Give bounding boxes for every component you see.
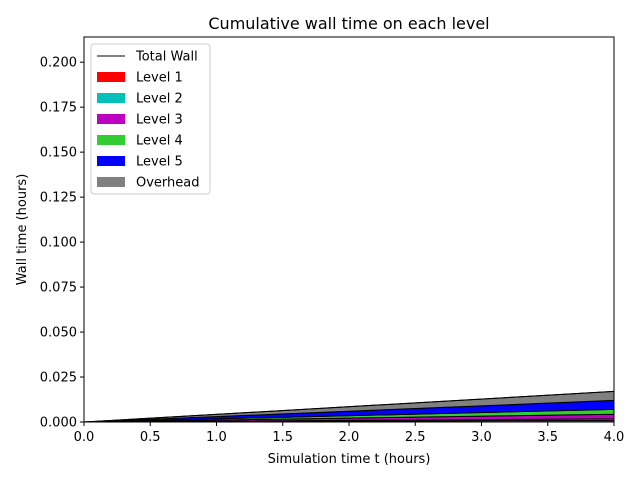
legend-label-overhead: Overhead bbox=[136, 176, 200, 191]
x-tick-label: 2.0 bbox=[339, 430, 360, 445]
legend-swatch-level-2 bbox=[97, 93, 125, 103]
x-tick-label: 3.5 bbox=[537, 430, 558, 445]
legend-swatch-overhead bbox=[97, 177, 125, 187]
legend-swatch-level-5 bbox=[97, 156, 125, 166]
x-tick-label: 2.5 bbox=[405, 430, 426, 445]
x-tick-label: 1.0 bbox=[206, 430, 227, 445]
legend-label-level-5: Level 5 bbox=[136, 155, 183, 170]
x-tick-label: 1.5 bbox=[272, 430, 293, 445]
y-tick-label: 0.175 bbox=[40, 101, 77, 116]
y-tick-label: 0.025 bbox=[40, 371, 77, 386]
legend-swatch-level-4 bbox=[97, 135, 125, 145]
legend-swatch-level-1 bbox=[97, 72, 125, 82]
legend-label-level-4: Level 4 bbox=[136, 134, 183, 149]
y-tick-label: 0.200 bbox=[40, 56, 77, 71]
y-tick-label: 0.050 bbox=[40, 326, 77, 341]
legend-label-total-wall: Total Wall bbox=[135, 50, 198, 65]
line-total-wall bbox=[83, 390, 615, 423]
y-axis: 0.000 0.025 0.050 0.075 0.100 0.125 0.150 0.175… bbox=[40, 56, 84, 431]
x-axis: 0.0 0.5 1.0 1.5 2.0 2.5 3.0 3.5 4.0 bbox=[74, 422, 625, 445]
legend-label-level-1: Level 1 bbox=[136, 71, 183, 86]
legend-label-level-2: Level 2 bbox=[136, 92, 183, 107]
legend-swatch-level-3 bbox=[97, 114, 125, 124]
legend-label-level-3: Level 3 bbox=[136, 113, 183, 128]
x-tick-label: 3.0 bbox=[471, 430, 492, 445]
y-tick-label: 0.000 bbox=[40, 416, 77, 431]
y-axis-label: Wall time (hours) bbox=[15, 174, 30, 286]
legend: Total Wall Level 1 Level 2 Level 3 Level 4 Le… bbox=[90, 43, 211, 195]
y-tick-label: 0.100 bbox=[40, 236, 77, 251]
total-line-group bbox=[83, 390, 615, 423]
x-tick-label: 4.0 bbox=[604, 430, 625, 445]
chart-title: Cumulative wall time on each level bbox=[208, 14, 489, 33]
x-tick-label: 0.5 bbox=[140, 430, 161, 445]
x-tick-label: 0.0 bbox=[74, 430, 95, 445]
y-tick-label: 0.125 bbox=[40, 191, 77, 206]
y-tick-label: 0.075 bbox=[40, 281, 77, 296]
y-tick-label: 0.150 bbox=[40, 146, 77, 161]
x-axis-label: Simulation time t (hours) bbox=[268, 452, 431, 467]
